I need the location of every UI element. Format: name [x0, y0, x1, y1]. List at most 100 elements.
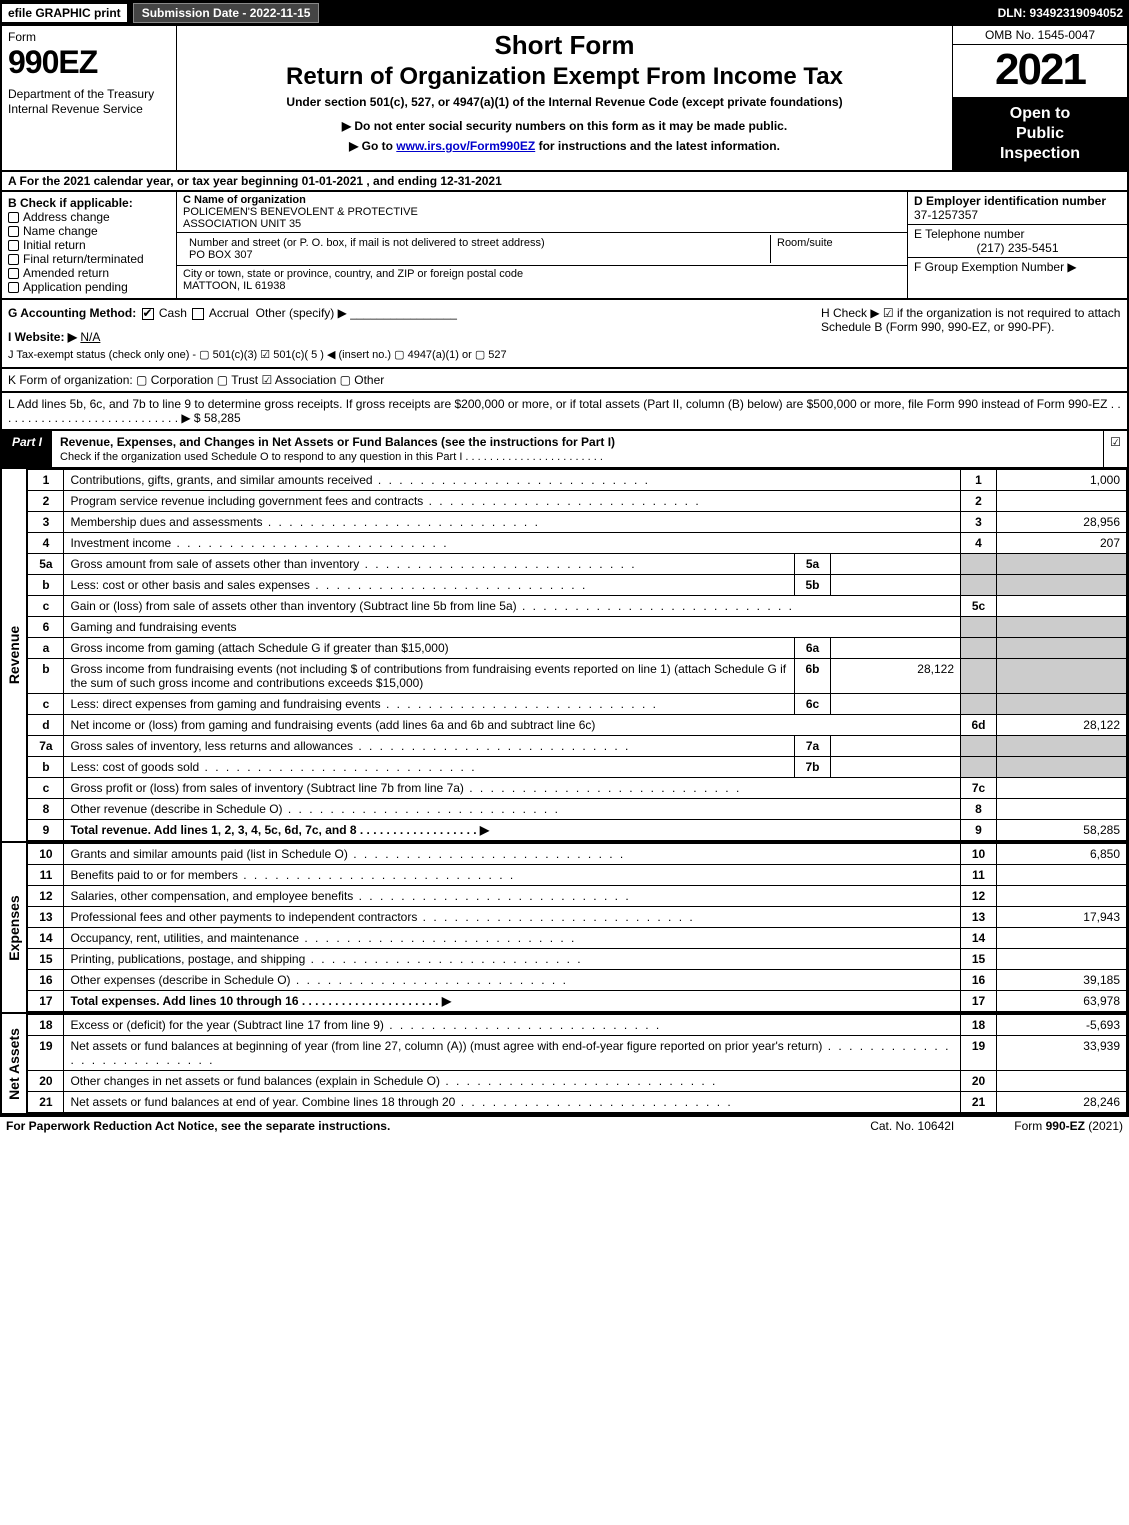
- sidelabel-revenue-text: Revenue: [6, 626, 22, 684]
- row-desc: Investment income: [64, 533, 961, 554]
- mid-num: 6c: [795, 694, 831, 715]
- sidelabel-expenses: Expenses: [2, 843, 27, 1012]
- line-amt: [997, 778, 1127, 799]
- row-desc: Membership dues and assessments: [64, 512, 961, 533]
- e-block: E Telephone number (217) 235-5451: [908, 225, 1127, 258]
- chk-initial-return[interactable]: [8, 240, 19, 251]
- row-desc: Gross profit or (loss) from sales of inv…: [64, 778, 961, 799]
- line-num: 6d: [961, 715, 997, 736]
- phone: (217) 235-5451: [914, 241, 1121, 255]
- row-desc: Net assets or fund balances at end of ye…: [64, 1092, 961, 1113]
- form-number: 990EZ: [8, 44, 170, 81]
- table-row: 2Program service revenue including gover…: [28, 491, 1127, 512]
- submission-date: Submission Date - 2022-11-15: [133, 3, 320, 23]
- g-accrual: Accrual: [209, 306, 249, 320]
- form-word: Form: [8, 30, 170, 44]
- row-num: 10: [28, 844, 64, 865]
- line-num: 12: [961, 886, 997, 907]
- footer-left: For Paperwork Reduction Act Notice, see …: [6, 1119, 390, 1133]
- title-center: Short Form Return of Organization Exempt…: [177, 26, 952, 170]
- block-b-to-f: B Check if applicable: Address change Na…: [0, 192, 1129, 300]
- short-form: Short Form: [185, 30, 944, 61]
- row-desc: Excess or (deficit) for the year (Subtra…: [64, 1015, 961, 1036]
- g-block: G Accounting Method: Cash Accrual Other …: [8, 306, 821, 361]
- row-desc: Gaming and fundraising events: [64, 617, 961, 638]
- part1-check[interactable]: ☑: [1103, 431, 1127, 467]
- b-item-3: Final return/terminated: [23, 252, 144, 266]
- footer-right: Form 990-EZ (2021): [1014, 1119, 1123, 1133]
- line-amt: [997, 491, 1127, 512]
- row-num: 6: [28, 617, 64, 638]
- line-amt: [997, 886, 1127, 907]
- row-desc: Professional fees and other payments to …: [64, 907, 961, 928]
- row-desc: Other expenses (describe in Schedule O): [64, 970, 961, 991]
- line-amt: 207: [997, 533, 1127, 554]
- table-row: bLess: cost or other basis and sales exp…: [28, 575, 1127, 596]
- table-row: cGross profit or (loss) from sales of in…: [28, 778, 1127, 799]
- table-row: 7aGross sales of inventory, less returns…: [28, 736, 1127, 757]
- top-bar: efile GRAPHIC print Submission Date - 20…: [0, 0, 1129, 26]
- mid-num: 6b: [795, 659, 831, 694]
- table-row: 21Net assets or fund balances at end of …: [28, 1092, 1127, 1113]
- netassets-section: Net Assets 18Excess or (deficit) for the…: [0, 1014, 1129, 1115]
- line-amt: [997, 596, 1127, 617]
- part1-sub: Check if the organization used Schedule …: [60, 451, 603, 463]
- row-l: L Add lines 5b, 6c, and 7b to line 9 to …: [0, 393, 1129, 431]
- chk-amended-return[interactable]: [8, 268, 19, 279]
- chk-address-change[interactable]: [8, 212, 19, 223]
- table-row: cLess: direct expenses from gaming and f…: [28, 694, 1127, 715]
- line-amt: 28,246: [997, 1092, 1127, 1113]
- chk-application-pending[interactable]: [8, 282, 19, 293]
- sidelabel-netassets: Net Assets: [2, 1014, 27, 1113]
- row-desc: Program service revenue including govern…: [64, 491, 961, 512]
- e-hd: E Telephone number: [914, 227, 1025, 241]
- line-amt: 39,185: [997, 970, 1127, 991]
- c-city-block: City or town, state or province, country…: [177, 266, 907, 294]
- amt-grey: [997, 659, 1127, 694]
- amt-grey: [997, 575, 1127, 596]
- table-row: cGain or (loss) from sale of assets othe…: [28, 596, 1127, 617]
- chk-accrual[interactable]: [192, 308, 204, 320]
- row-num: 21: [28, 1092, 64, 1113]
- b-item-5: Application pending: [23, 280, 128, 294]
- room-hd: Room/suite: [777, 237, 833, 249]
- form-id-block: Form 990EZ Department of the Treasury In…: [2, 26, 177, 170]
- sidelabel-expenses-text: Expenses: [6, 895, 22, 960]
- footer-center: Cat. No. 10642I: [870, 1119, 954, 1133]
- table-row: 5aGross amount from sale of assets other…: [28, 554, 1127, 575]
- row-desc: Other changes in net assets or fund bala…: [64, 1071, 961, 1092]
- table-row: dNet income or (loss) from gaming and fu…: [28, 715, 1127, 736]
- goto-post: for instructions and the latest informat…: [535, 139, 780, 153]
- row-num: 14: [28, 928, 64, 949]
- b-item-2: Initial return: [23, 238, 86, 252]
- row-num: 7a: [28, 736, 64, 757]
- mid-num: 7a: [795, 736, 831, 757]
- b-item-0: Address change: [23, 210, 110, 224]
- chk-name-change[interactable]: [8, 226, 19, 237]
- row-num: b: [28, 757, 64, 778]
- city-val: MATTOON, IL 61938: [183, 280, 286, 292]
- row-num: b: [28, 575, 64, 596]
- line-num: 17: [961, 991, 997, 1012]
- line-amt: -5,693: [997, 1015, 1127, 1036]
- irs-link[interactable]: www.irs.gov/Form990EZ: [396, 139, 535, 153]
- org-name: POLICEMEN'S BENEVOLENT & PROTECTIVE ASSO…: [183, 206, 418, 230]
- f-block: F Group Exemption Number ▶: [908, 258, 1127, 276]
- line-grey: [961, 638, 997, 659]
- l-text: L Add lines 5b, 6c, and 7b to line 9 to …: [8, 397, 1121, 425]
- row-num: 18: [28, 1015, 64, 1036]
- row-desc: Less: cost of goods sold: [64, 757, 795, 778]
- h-block: H Check ▶ ☑ if the organization is not r…: [821, 306, 1121, 361]
- line-amt: 63,978: [997, 991, 1127, 1012]
- line-num: 13: [961, 907, 997, 928]
- line-num: 7c: [961, 778, 997, 799]
- line-amt: [997, 865, 1127, 886]
- chk-cash[interactable]: [142, 308, 154, 320]
- row-num: b: [28, 659, 64, 694]
- c-name-block: C Name of organization POLICEMEN'S BENEV…: [177, 192, 907, 233]
- table-row: 14Occupancy, rent, utilities, and mainte…: [28, 928, 1127, 949]
- chk-final-return[interactable]: [8, 254, 19, 265]
- row-desc: Less: cost or other basis and sales expe…: [64, 575, 795, 596]
- line-num: 11: [961, 865, 997, 886]
- revenue-table: 1Contributions, gifts, grants, and simil…: [27, 469, 1127, 841]
